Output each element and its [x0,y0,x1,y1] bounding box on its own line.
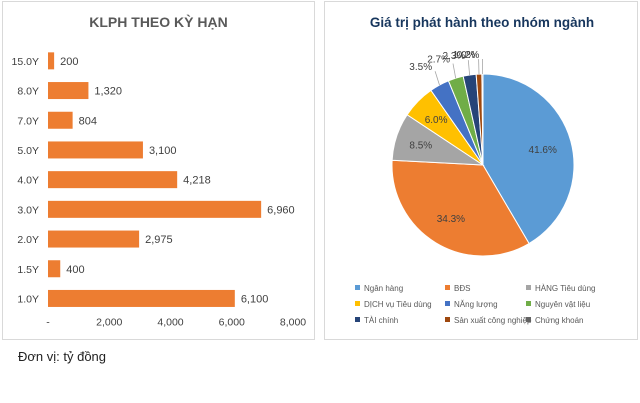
pie-value-label: 2.7% [427,55,450,66]
legend-swatch [526,301,531,306]
pie-leader-line [434,71,440,86]
bar-value-label: 200 [60,56,78,68]
bar-value-label: 1,320 [94,86,122,98]
bar-category-label: 3.0Y [17,204,39,216]
pie-value-label: 6.0% [425,115,448,126]
bar-category-label: 1.5Y [17,264,39,276]
pie-leader-line [467,60,470,76]
legend-swatch [445,301,450,306]
pie-value-label: 8.5% [409,141,432,152]
pie-slice [391,159,530,257]
bar-category-label: 5.0Y [17,145,39,157]
bar-value-label: 3,100 [149,145,177,157]
legend-swatch [355,317,360,322]
legend-label: Ngân hàng [364,284,403,293]
pie-value-label: 1.0% [453,50,476,61]
pie-leader-line [452,63,457,79]
legend-label: HÀNG Tiêu dùng [535,284,595,293]
pie-value-label: 34.3% [437,214,465,225]
pie-value-label: 2.3% [443,51,466,62]
legend-label: Chứng khoán [535,316,584,325]
legend-label: Nguyên vật liệu [535,300,590,309]
bar-category-label: 7.0Y [17,115,39,127]
bar-category-label: 1.0Y [17,293,39,305]
pie-chart-title: Giá trị phát hành theo nhóm ngành [369,15,595,30]
x-tick-label: 2,000 [96,316,122,328]
legend-swatch [445,317,450,322]
bar-chart: 15.0Y 200 8.0Y 1,320 7.0Y 804 5.0Y 3,100 4.0Y 4,2… [12,52,306,328]
pie-slice [481,73,484,166]
bar [48,230,140,248]
x-tick-label: 8,000 [280,316,306,328]
bar [48,52,55,70]
bar [48,171,178,189]
bar [48,111,73,129]
bar-value-label: 400 [66,264,84,276]
bar [48,141,143,159]
bar-value-label: 2,975 [145,234,173,246]
bar-category-label: 15.0Y [12,56,39,68]
legend-label: DỊCH vụ Tiêu dùng [364,300,432,309]
legend-label: BĐS [454,284,470,293]
bar-category-label: 2.0Y [17,234,39,246]
pie-chart: 41.6% 34.3% 8.5% 6.0% 3.5%2.7%2.3%1.0%0.2% Ng… [355,50,595,325]
pie-value-label: 3.5% [409,62,432,73]
bar [48,200,262,218]
legend-swatch [355,285,360,290]
legend-swatch [355,301,360,306]
pie-value-label: 0.2% [457,50,480,61]
pie-chart-panel: Giá trị phát hành theo nhóm ngành 41.6% 3… [324,1,638,340]
bar-chart-title: KLPH THEO KỲ HẠN [89,14,228,30]
bar-value-label: 4,218 [183,175,211,187]
bar-value-label: 804 [79,115,97,127]
legend-swatch [526,317,531,322]
bar-value-label: 6,100 [241,293,269,305]
bar-chart-panel: KLPH THEO KỲ HẠN 15.0Y 200 8.0Y 1,320 7.0Y 80… [2,1,315,340]
legend-label: TÀI chính [364,316,398,325]
bar [48,260,61,278]
x-tick-label: - [46,316,50,328]
legend-label: Sản xuất công nghiệp [454,316,532,325]
bar-category-label: 8.0Y [17,86,39,98]
x-tick-label: 4,000 [157,316,183,328]
bar-value-label: 6,960 [267,204,295,216]
legend-label: NĂng lượng [454,300,498,309]
bar [48,82,89,100]
bar [48,289,235,307]
unit-note: Đơn vị: tỷ đồng [18,349,107,364]
x-tick-label: 6,000 [219,316,245,328]
pie-slice [482,73,575,245]
pie-value-label: 41.6% [529,145,557,156]
legend-swatch [526,285,531,290]
bar-category-label: 4.0Y [17,175,39,187]
legend-swatch [445,285,450,290]
